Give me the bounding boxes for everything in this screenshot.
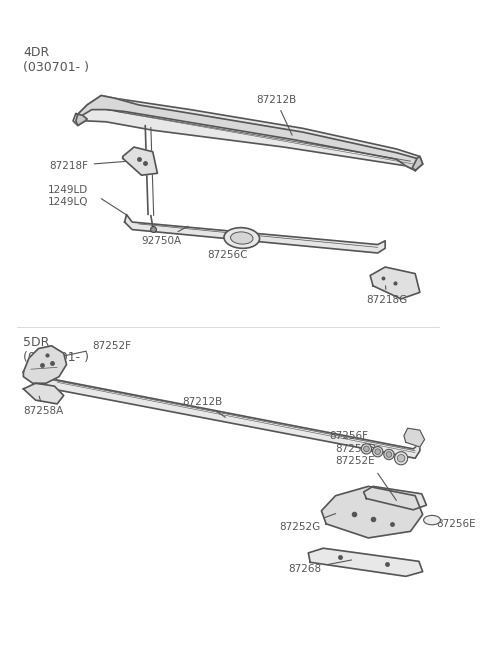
Text: 87212B: 87212B <box>183 397 226 417</box>
Polygon shape <box>322 487 423 538</box>
Ellipse shape <box>230 232 253 244</box>
Polygon shape <box>78 96 423 170</box>
Polygon shape <box>364 487 426 510</box>
Polygon shape <box>76 114 87 126</box>
Ellipse shape <box>224 228 260 248</box>
Circle shape <box>375 449 381 455</box>
Text: 87256E: 87256E <box>432 519 475 529</box>
Polygon shape <box>73 96 423 170</box>
Circle shape <box>364 446 369 452</box>
Polygon shape <box>123 147 157 175</box>
Text: 87256C: 87256C <box>207 240 248 260</box>
Circle shape <box>384 449 394 460</box>
Text: 87218F: 87218F <box>49 161 127 171</box>
Text: 87252D
87252E: 87252D 87252E <box>336 444 377 466</box>
Text: 87212B: 87212B <box>256 95 296 135</box>
Polygon shape <box>24 346 67 383</box>
Polygon shape <box>308 548 423 576</box>
Polygon shape <box>370 267 420 299</box>
Circle shape <box>395 452 408 465</box>
Text: 92750A: 92750A <box>142 226 188 246</box>
Ellipse shape <box>424 515 441 525</box>
Circle shape <box>372 447 383 457</box>
Text: 1249LD
1249LQ: 1249LD 1249LQ <box>48 185 88 206</box>
Text: 87256F: 87256F <box>329 431 375 449</box>
Polygon shape <box>24 383 64 404</box>
Circle shape <box>386 452 392 457</box>
Text: 5DR
(030701- ): 5DR (030701- ) <box>24 337 89 364</box>
Polygon shape <box>412 157 423 170</box>
Text: 87218G: 87218G <box>366 286 408 305</box>
Circle shape <box>397 455 405 462</box>
Text: 4DR
(030701- ): 4DR (030701- ) <box>24 46 89 74</box>
Text: 87252F: 87252F <box>57 341 131 358</box>
Text: 87258A: 87258A <box>24 396 64 417</box>
Polygon shape <box>36 370 420 458</box>
Text: 87252G: 87252G <box>279 514 336 532</box>
Circle shape <box>361 443 372 454</box>
Polygon shape <box>125 215 385 253</box>
Polygon shape <box>404 428 424 447</box>
Text: 87268: 87268 <box>288 560 351 574</box>
